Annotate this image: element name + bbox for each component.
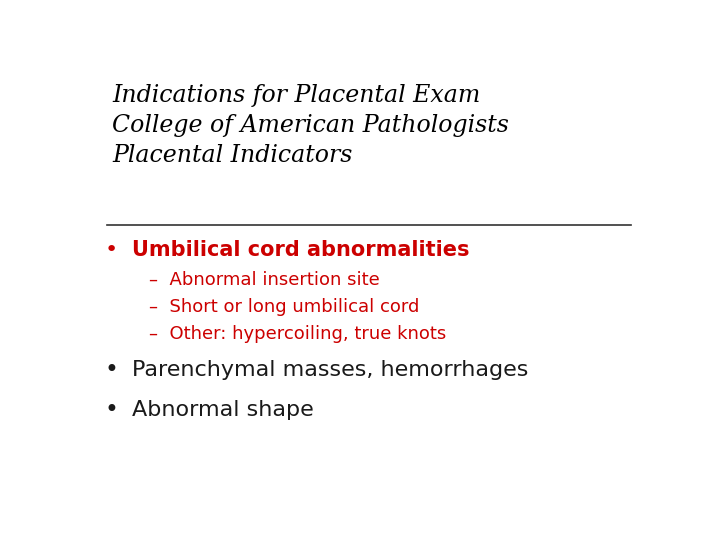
Text: Abnormal shape: Abnormal shape <box>132 400 314 420</box>
Text: –  Abnormal insertion site: – Abnormal insertion site <box>148 271 379 289</box>
Text: •: • <box>104 398 118 422</box>
Text: •: • <box>104 240 118 260</box>
Text: Parenchymal masses, hemorrhages: Parenchymal masses, hemorrhages <box>132 360 528 380</box>
Text: –  Other: hypercoiling, true knots: – Other: hypercoiling, true knots <box>148 325 446 343</box>
Text: •: • <box>104 359 118 382</box>
Text: –  Short or long umbilical cord: – Short or long umbilical cord <box>148 298 419 316</box>
Text: Indications for Placental Exam
College of American Pathologists
Placental Indica: Indications for Placental Exam College o… <box>112 84 509 167</box>
Text: Umbilical cord abnormalities: Umbilical cord abnormalities <box>132 240 469 260</box>
